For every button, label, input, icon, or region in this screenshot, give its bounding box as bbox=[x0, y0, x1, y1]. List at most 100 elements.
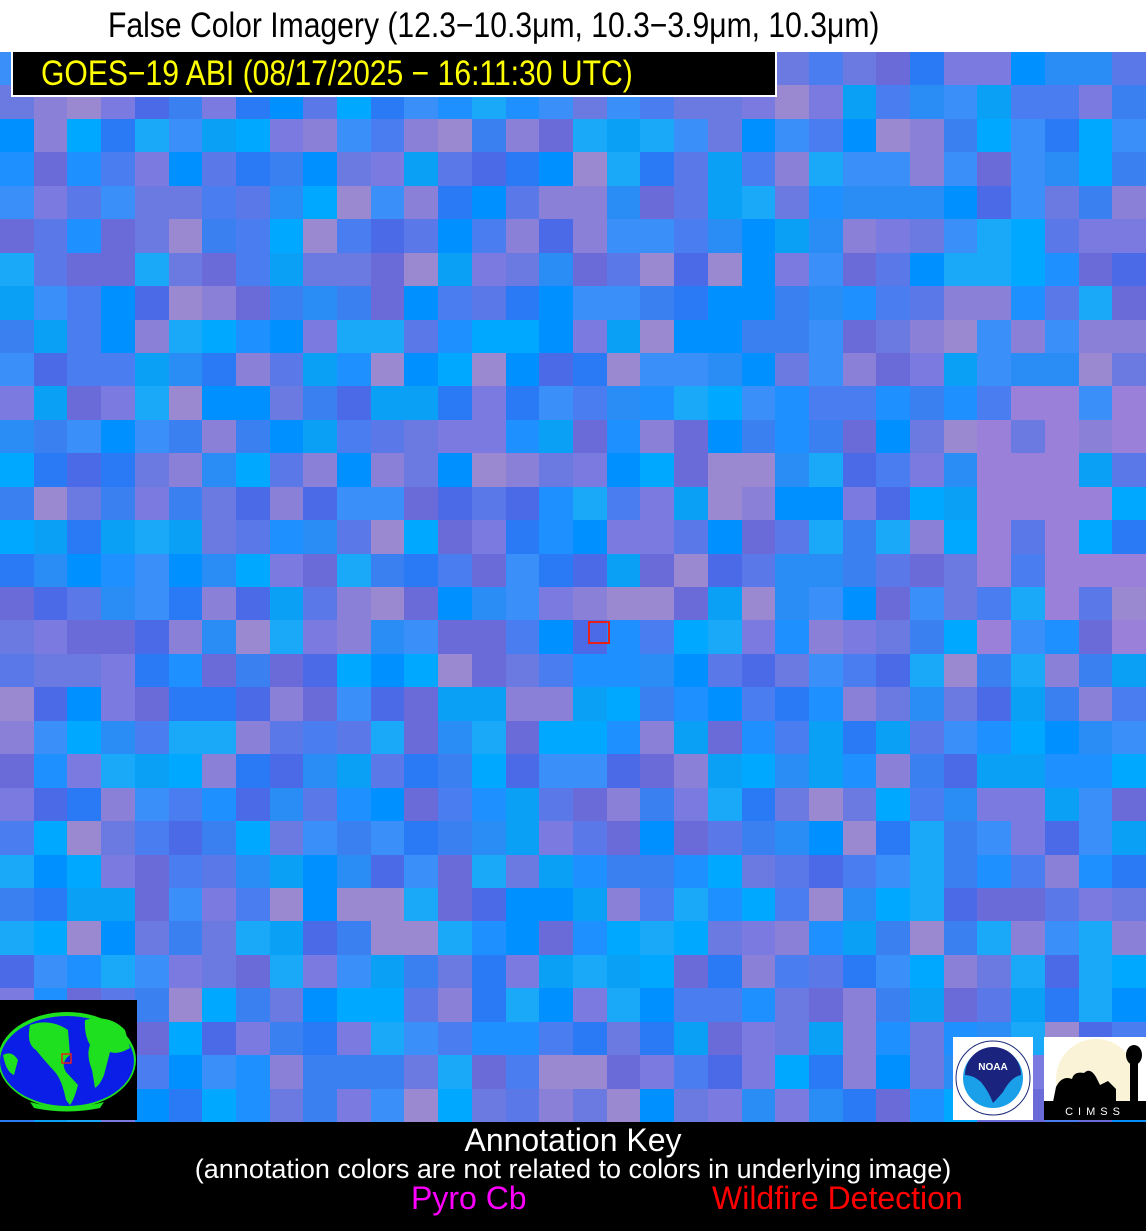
image-pixel bbox=[404, 653, 440, 689]
image-pixel bbox=[1112, 118, 1146, 154]
image-pixel bbox=[370, 821, 406, 856]
image-pixel bbox=[876, 286, 912, 321]
image-pixel bbox=[303, 620, 339, 655]
image-pixel bbox=[943, 52, 979, 87]
image-pixel bbox=[943, 252, 979, 288]
image-pixel bbox=[134, 1021, 170, 1057]
image-pixel bbox=[303, 486, 339, 522]
image-pixel bbox=[674, 252, 709, 288]
image-pixel bbox=[573, 419, 608, 455]
image-pixel bbox=[573, 185, 608, 221]
image-pixel bbox=[269, 252, 305, 288]
image-pixel bbox=[1044, 754, 1080, 789]
image-pixel bbox=[370, 252, 406, 288]
image-pixel bbox=[33, 620, 69, 655]
image-pixel bbox=[977, 386, 1013, 421]
image-pixel bbox=[1011, 453, 1046, 488]
image-pixel bbox=[842, 486, 878, 522]
image-pixel bbox=[33, 252, 69, 288]
image-pixel bbox=[1112, 319, 1146, 354]
image-pixel bbox=[539, 587, 574, 622]
image-pixel bbox=[808, 118, 844, 154]
image-pixel bbox=[134, 486, 170, 522]
image-pixel bbox=[337, 687, 372, 722]
image-pixel bbox=[67, 954, 103, 990]
image-pixel bbox=[67, 185, 103, 221]
image-pixel bbox=[33, 152, 69, 187]
image-pixel bbox=[943, 386, 979, 421]
image-pixel bbox=[1011, 185, 1046, 221]
image-pixel bbox=[876, 85, 912, 120]
image-pixel bbox=[606, 185, 642, 221]
image-pixel bbox=[1078, 921, 1114, 956]
cimss-logo-text: CIMSS bbox=[1065, 1106, 1125, 1118]
image-pixel bbox=[438, 520, 473, 555]
image-pixel bbox=[539, 219, 574, 254]
image-pixel bbox=[741, 252, 777, 288]
image-pixel bbox=[202, 219, 237, 254]
image-pixel bbox=[707, 1088, 743, 1122]
image-pixel bbox=[0, 921, 35, 956]
image-pixel bbox=[808, 352, 844, 388]
image-pixel bbox=[741, 520, 777, 555]
image-pixel bbox=[977, 921, 1013, 956]
image-pixel bbox=[505, 486, 541, 522]
image-pixel bbox=[674, 587, 709, 622]
image-pixel bbox=[404, 620, 440, 655]
image-pixel bbox=[1112, 52, 1146, 87]
image-pixel bbox=[1112, 185, 1146, 221]
image-pixel bbox=[0, 486, 35, 522]
image-pixel bbox=[134, 352, 170, 388]
image-pixel bbox=[910, 653, 945, 689]
image-pixel bbox=[370, 587, 406, 622]
image-pixel bbox=[101, 954, 136, 990]
image-pixel bbox=[539, 1088, 574, 1122]
image-pixel bbox=[606, 453, 642, 488]
globe-icon bbox=[0, 1012, 136, 1112]
image-pixel bbox=[168, 854, 204, 889]
image-pixel bbox=[674, 352, 709, 388]
image-pixel bbox=[505, 118, 541, 154]
image-pixel bbox=[337, 520, 372, 555]
image-pixel bbox=[573, 921, 608, 956]
image-pixel bbox=[977, 620, 1013, 655]
image-pixel bbox=[101, 921, 136, 956]
image-pixel bbox=[505, 620, 541, 655]
image-pixel bbox=[269, 1021, 305, 1057]
image-pixel bbox=[1078, 453, 1114, 488]
image-pixel bbox=[1011, 954, 1046, 990]
image-pixel bbox=[1011, 286, 1046, 321]
image-pixel bbox=[471, 988, 507, 1023]
image-pixel bbox=[0, 118, 35, 154]
image-pixel bbox=[842, 653, 878, 689]
image-pixel bbox=[0, 787, 35, 823]
image-pixel bbox=[134, 921, 170, 956]
image-pixel bbox=[606, 319, 642, 354]
image-pixel bbox=[775, 520, 810, 555]
image-pixel bbox=[707, 252, 743, 288]
image-pixel bbox=[337, 319, 372, 354]
image-pixel bbox=[842, 988, 878, 1023]
image-pixel bbox=[505, 854, 541, 889]
image-pixel bbox=[33, 887, 69, 923]
image-pixel bbox=[134, 520, 170, 555]
image-pixel bbox=[977, 754, 1013, 789]
image-pixel bbox=[269, 821, 305, 856]
image-pixel bbox=[33, 754, 69, 789]
image-pixel bbox=[876, 419, 912, 455]
image-pixel bbox=[269, 687, 305, 722]
image-pixel bbox=[438, 988, 473, 1023]
image-pixel bbox=[101, 754, 136, 789]
image-pixel bbox=[337, 352, 372, 388]
image-pixel bbox=[505, 419, 541, 455]
image-pixel bbox=[168, 887, 204, 923]
image-pixel bbox=[977, 954, 1013, 990]
image-pixel bbox=[337, 419, 372, 455]
image-pixel bbox=[539, 553, 574, 588]
image-pixel bbox=[202, 520, 237, 555]
image-pixel bbox=[977, 653, 1013, 689]
image-pixel bbox=[370, 1088, 406, 1122]
image-pixel bbox=[269, 118, 305, 154]
image-pixel bbox=[168, 520, 204, 555]
image-pixel bbox=[471, 252, 507, 288]
